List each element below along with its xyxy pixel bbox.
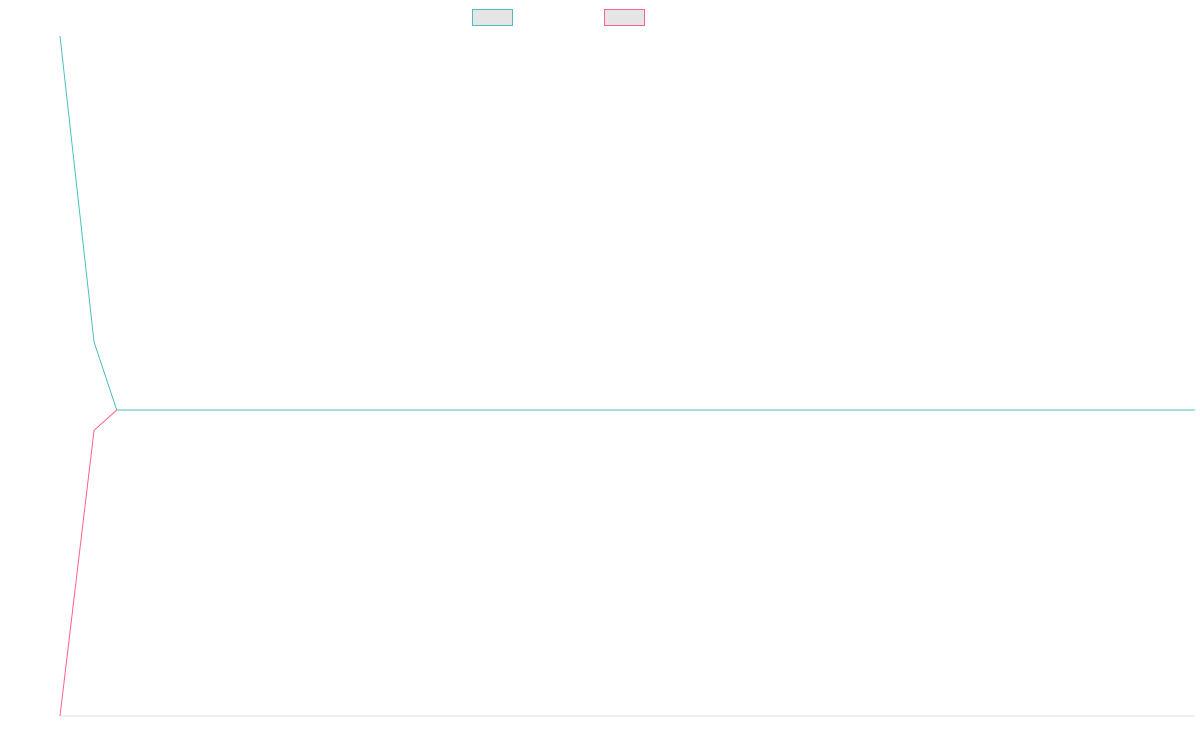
series-layer: [59, 35, 1195, 717]
legend-swatch-2: [604, 9, 645, 26]
legend[interactable]: [472, 9, 645, 26]
legend-swatch-1: [472, 9, 513, 26]
series-line-2: [59, 409, 118, 717]
legend-item-2[interactable]: [604, 9, 645, 26]
legend-item-1[interactable]: [472, 9, 513, 26]
series-line-1: [59, 35, 1195, 411]
